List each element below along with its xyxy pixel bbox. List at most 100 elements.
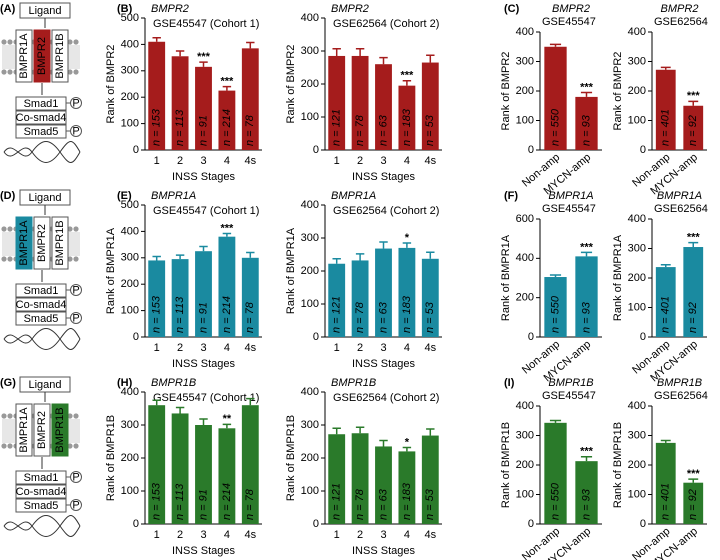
bar bbox=[328, 434, 346, 524]
y-tick-label: 400 bbox=[628, 400, 646, 412]
chart-title: BMPR1B bbox=[548, 377, 593, 389]
membrane-head bbox=[67, 413, 73, 419]
bar bbox=[655, 267, 676, 337]
membrane-head bbox=[7, 226, 13, 232]
smad-label: Smad5 bbox=[24, 126, 59, 138]
x-tick-label: 1 bbox=[154, 155, 160, 167]
error-bar bbox=[402, 446, 412, 452]
x-tick-label: 4 bbox=[224, 155, 230, 167]
bar bbox=[683, 482, 704, 524]
n-label: n = 113 bbox=[174, 483, 186, 520]
y-axis-label: Rank of BMPR1A bbox=[500, 234, 512, 321]
membrane-head bbox=[73, 413, 79, 419]
dna bbox=[3, 141, 81, 163]
smad-box bbox=[15, 297, 67, 312]
error-bar bbox=[246, 41, 255, 49]
x-tick-label: 2 bbox=[177, 529, 183, 541]
significance: *** bbox=[580, 81, 594, 93]
phospho bbox=[70, 499, 82, 511]
bar bbox=[398, 247, 416, 337]
bar bbox=[375, 446, 392, 524]
bar bbox=[398, 85, 416, 150]
error-bar bbox=[688, 241, 699, 248]
error-bar bbox=[660, 66, 671, 70]
receptor-label: BMPR1B bbox=[54, 220, 66, 265]
error-bar bbox=[580, 455, 593, 462]
n-label: n = 214 bbox=[221, 296, 233, 333]
significance: *** bbox=[687, 232, 701, 244]
y-axis-label: Rank of BMPR1B bbox=[500, 422, 512, 508]
bar bbox=[218, 236, 236, 337]
smad-label: Smad5 bbox=[24, 313, 59, 325]
panel-label: (E) bbox=[117, 190, 132, 202]
error-bar bbox=[175, 50, 185, 57]
n-label: n = 53 bbox=[424, 114, 436, 146]
bar bbox=[544, 277, 567, 337]
n-label: n = 63 bbox=[377, 488, 389, 520]
membrane-head bbox=[7, 413, 13, 419]
error-bar bbox=[332, 47, 341, 56]
y-tick-label: 0 bbox=[640, 331, 646, 343]
x-axis-label: INSS Stages bbox=[352, 171, 415, 183]
significance: *** bbox=[580, 446, 594, 458]
n-label: n = 78 bbox=[354, 301, 366, 333]
bar bbox=[195, 66, 212, 150]
dna bbox=[3, 515, 81, 537]
y-tick-label: 200 bbox=[301, 452, 319, 464]
n-label: n = 153 bbox=[151, 482, 163, 520]
bar bbox=[328, 55, 346, 151]
significance: ** bbox=[223, 413, 232, 425]
membrane-head bbox=[67, 443, 73, 449]
n-label: n = 92 bbox=[687, 489, 699, 520]
y-tick-label: 400 bbox=[516, 400, 534, 412]
phospho-label: P bbox=[72, 499, 79, 511]
y-tick-label: 300 bbox=[121, 419, 139, 431]
chart-subtitle: GSE62564 (Cohort 2) bbox=[333, 18, 439, 30]
membrane-head bbox=[7, 256, 13, 262]
bar bbox=[148, 260, 166, 337]
membrane-head bbox=[7, 39, 13, 45]
y-tick-label: 300 bbox=[121, 252, 139, 264]
chart-title: BMPR1B bbox=[657, 377, 702, 389]
y-tick-label: 200 bbox=[516, 85, 534, 97]
chart-title: BMPR1A bbox=[151, 190, 196, 202]
receptor bbox=[15, 29, 33, 83]
y-tick-label: 200 bbox=[516, 292, 534, 304]
error-bar bbox=[175, 406, 185, 414]
error-bar bbox=[246, 251, 255, 258]
x-tick-label: 4s bbox=[244, 155, 256, 167]
n-label: n = 401 bbox=[660, 109, 672, 146]
n-label: n = 78 bbox=[354, 488, 366, 520]
x-axis-label: INSS Stages bbox=[172, 171, 235, 183]
ligand-label: Ligand bbox=[28, 379, 61, 391]
y-tick-label: 300 bbox=[301, 45, 319, 57]
n-label: n = 53 bbox=[424, 488, 436, 520]
error-bar bbox=[549, 43, 562, 47]
panel-label: (D) bbox=[0, 190, 16, 202]
bar bbox=[351, 55, 369, 151]
membrane-head bbox=[1, 413, 7, 419]
n-label: n = 92 bbox=[687, 302, 699, 333]
error-bar bbox=[199, 245, 208, 252]
ligand-label: Ligand bbox=[28, 5, 61, 17]
significance: *** bbox=[580, 241, 594, 253]
significance: *** bbox=[197, 51, 211, 63]
bar bbox=[421, 435, 439, 524]
membrane-head bbox=[1, 443, 7, 449]
error-bar bbox=[426, 54, 435, 63]
x-tick-label: 1 bbox=[334, 155, 340, 167]
error-bar bbox=[222, 232, 232, 237]
error-bar bbox=[688, 478, 699, 483]
n-label: n = 183 bbox=[401, 295, 413, 333]
chart-subtitle: GSE62564 (Cohort 2) bbox=[333, 392, 439, 404]
error-bar bbox=[688, 100, 699, 106]
chart-title: BMPR1A bbox=[331, 190, 376, 202]
smad-label: Smad1 bbox=[24, 285, 59, 297]
phospho-label: P bbox=[72, 97, 79, 109]
n-label: n = 78 bbox=[244, 301, 256, 333]
chart-subtitle: GSE45547 bbox=[542, 16, 596, 28]
membrane-head bbox=[1, 226, 7, 232]
receptor-label: BMPR1B bbox=[54, 33, 66, 78]
receptor-label: BMPR1A bbox=[18, 407, 30, 453]
error-bar bbox=[246, 397, 255, 406]
